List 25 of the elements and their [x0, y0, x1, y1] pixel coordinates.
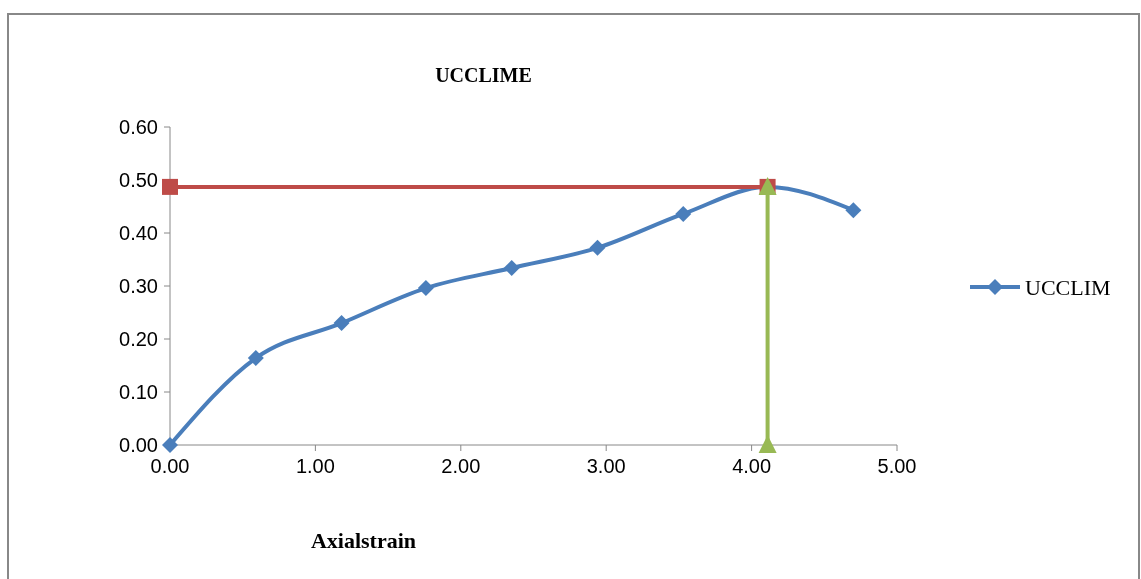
x-tick-label: 4.00: [732, 455, 772, 477]
point: [845, 202, 862, 219]
point: [162, 437, 178, 453]
point: [247, 350, 264, 367]
point: [162, 178, 178, 195]
y-tick-label: 0.10: [119, 381, 158, 403]
legend-label: UCCLIM: [1025, 274, 1111, 300]
chart-title: UCCLIME: [435, 64, 532, 86]
y-tick-label: 0.50: [119, 169, 158, 191]
point: [503, 259, 520, 276]
point: [333, 315, 350, 332]
x-tick-label: 2.00: [441, 455, 481, 477]
y-tick-label: 0.00: [119, 434, 158, 456]
y-tick-label: 0.40: [119, 222, 158, 244]
x-tick-label: 1.00: [295, 455, 335, 477]
point: [417, 280, 434, 297]
x-tick-label: 0.00: [150, 455, 190, 477]
point: [675, 205, 692, 222]
point: [589, 239, 606, 256]
x-tick-label: 3.00: [586, 455, 626, 477]
x-tick-label: 5.00: [877, 455, 917, 477]
x-axis-title: Axialstrain: [310, 528, 417, 553]
y-tick-label: 0.20: [119, 328, 158, 350]
y-tick-label: 0.30: [119, 275, 158, 297]
y-tick-label: 0.60: [119, 116, 158, 138]
